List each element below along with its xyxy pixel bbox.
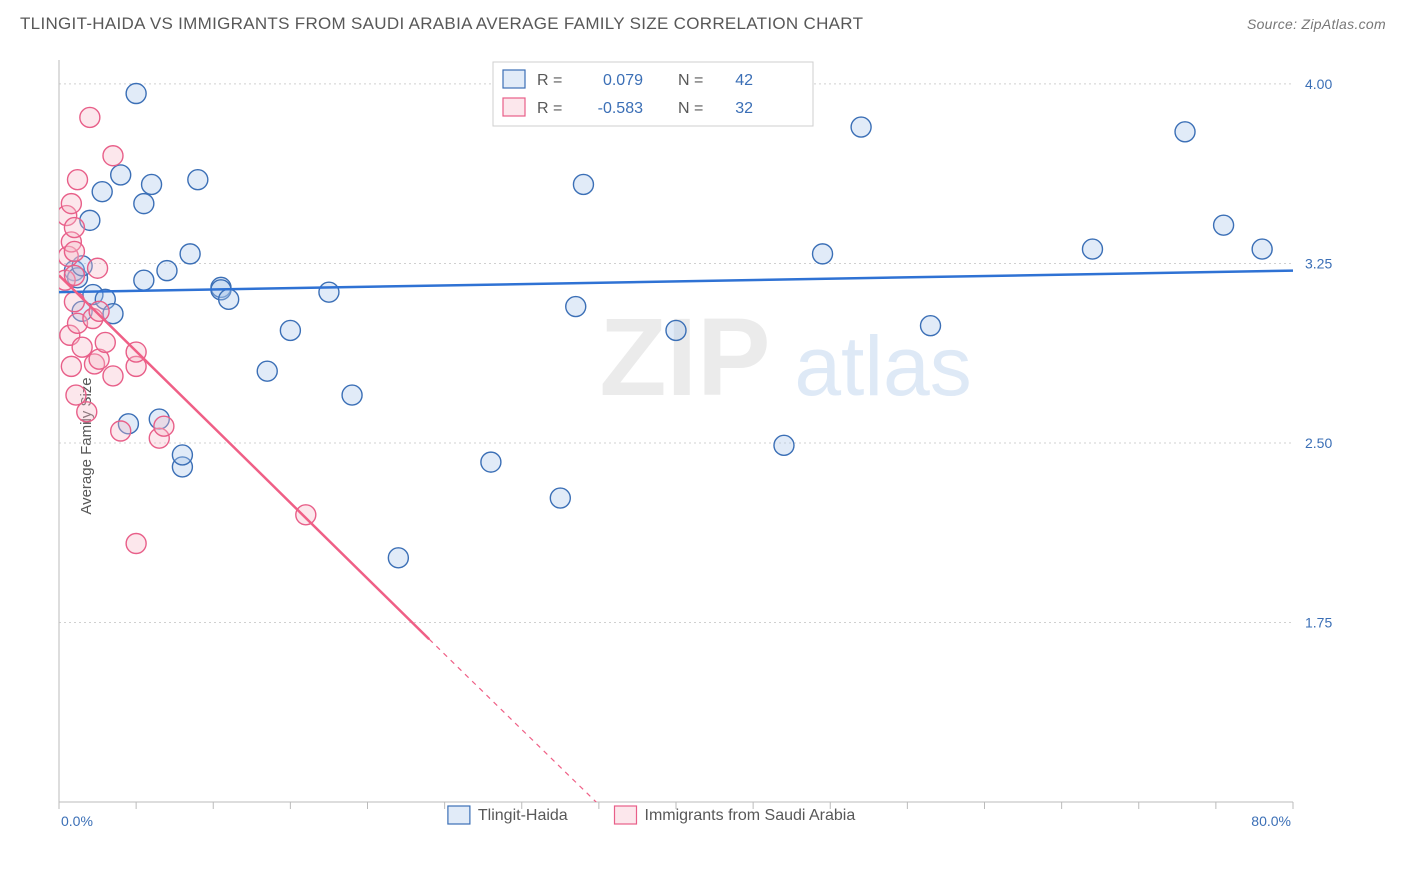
data-point: [566, 297, 586, 317]
data-point: [68, 170, 88, 190]
data-point: [134, 270, 154, 290]
data-point: [342, 385, 362, 405]
regression-line: [59, 275, 429, 639]
stats-r-label: R =: [537, 100, 562, 117]
data-point: [64, 292, 84, 312]
data-point: [103, 366, 123, 386]
source-label: Source: ZipAtlas.com: [1247, 16, 1386, 32]
x-min-label: 0.0%: [61, 813, 93, 829]
data-point: [64, 218, 84, 238]
x-max-label: 80.0%: [1251, 813, 1291, 829]
data-point: [61, 356, 81, 376]
data-point: [89, 301, 109, 321]
stats-n-value: 32: [735, 100, 753, 117]
data-point: [126, 84, 146, 104]
data-point: [296, 505, 316, 525]
chart-title: TLINGIT-HAIDA VS IMMIGRANTS FROM SAUDI A…: [20, 14, 863, 34]
data-point: [154, 416, 174, 436]
data-point: [1175, 122, 1195, 142]
data-point: [92, 182, 112, 202]
stats-r-value: -0.583: [598, 100, 643, 117]
regression-line: [59, 271, 1293, 293]
data-point: [219, 289, 239, 309]
data-point: [188, 170, 208, 190]
stats-swatch: [503, 70, 525, 88]
scatter-chart-svg: ZIP atlas 1.75 2.50 3.25 4.00 0.0% 80.0% R = 0.07…: [55, 46, 1351, 836]
data-point: [921, 316, 941, 336]
data-point: [72, 337, 92, 357]
watermark-atlas: atlas: [794, 319, 971, 413]
stats-n-label: N =: [678, 72, 703, 89]
data-point: [1082, 239, 1102, 259]
data-point: [111, 165, 131, 185]
y-tick-label: 1.75: [1305, 614, 1332, 630]
data-point: [61, 194, 81, 214]
legend-swatch: [448, 806, 470, 824]
data-point: [774, 435, 794, 455]
y-tick-label: 3.25: [1305, 255, 1332, 271]
y-tick-label: 2.50: [1305, 435, 1332, 451]
data-point: [388, 548, 408, 568]
data-point: [573, 174, 593, 194]
data-point: [88, 258, 108, 278]
data-point: [1252, 239, 1272, 259]
data-point: [126, 533, 146, 553]
data-point: [77, 402, 97, 422]
data-point: [1214, 215, 1234, 235]
stats-r-label: R =: [537, 72, 562, 89]
legend-label: Immigrants from Saudi Arabia: [645, 807, 856, 824]
data-point: [95, 332, 115, 352]
data-point: [851, 117, 871, 137]
stats-n-value: 42: [735, 72, 753, 89]
data-point: [142, 174, 162, 194]
data-point: [103, 146, 123, 166]
data-point: [134, 194, 154, 214]
data-point: [280, 320, 300, 340]
data-point: [180, 244, 200, 264]
data-point: [666, 320, 686, 340]
legend-label: Tlingit-Haida: [478, 807, 568, 824]
data-point: [550, 488, 570, 508]
data-point: [157, 261, 177, 281]
data-point: [813, 244, 833, 264]
data-point: [172, 445, 192, 465]
stats-swatch: [503, 98, 525, 116]
data-point: [319, 282, 339, 302]
data-point: [80, 107, 100, 127]
y-tick-label: 4.00: [1305, 76, 1332, 92]
stats-n-label: N =: [678, 100, 703, 117]
data-point: [481, 452, 501, 472]
data-point: [64, 241, 84, 261]
chart-area: ZIP atlas 1.75 2.50 3.25 4.00 0.0% 80.0% R = 0.07…: [55, 46, 1351, 836]
watermark-zip: ZIP: [599, 296, 770, 419]
legend-swatch: [615, 806, 637, 824]
data-point: [257, 361, 277, 381]
stats-r-value: 0.079: [603, 72, 643, 89]
data-point: [111, 421, 131, 441]
